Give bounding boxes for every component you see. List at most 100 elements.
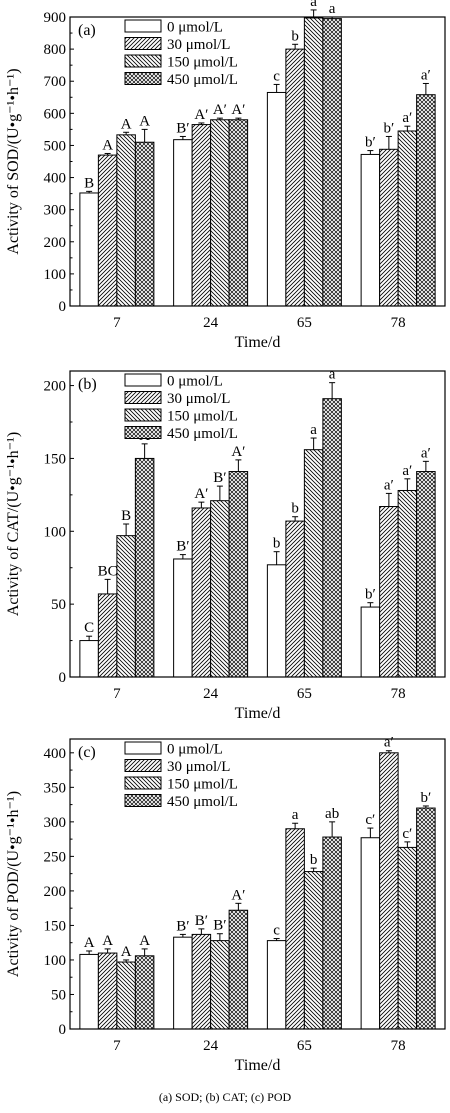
significance-label: A xyxy=(84,935,95,951)
significance-label: A′ xyxy=(231,444,245,460)
bar xyxy=(191,507,212,678)
legend-label: 150 μmol/L xyxy=(167,777,238,793)
y-tick-label: 200 xyxy=(44,235,67,251)
bar xyxy=(173,139,193,307)
y-tick-label: 200 xyxy=(44,379,67,395)
significance-label: a′ xyxy=(402,110,412,126)
bar xyxy=(79,953,99,1030)
bar xyxy=(97,154,118,307)
x-tick-label: 24 xyxy=(203,1038,219,1054)
significance-label: a′ xyxy=(421,445,431,461)
significance-label: A xyxy=(121,116,132,132)
bar xyxy=(134,955,155,1030)
bar xyxy=(210,940,230,1030)
bar xyxy=(134,141,155,307)
significance-label: b xyxy=(291,501,299,517)
significance-label: A′ xyxy=(213,102,227,118)
significance-label: B′ xyxy=(176,918,189,934)
significance-label: A xyxy=(121,944,132,960)
x-tick-label: 78 xyxy=(391,1038,406,1054)
y-tick-label: 250 xyxy=(44,849,67,865)
bar xyxy=(360,606,381,678)
legend-swatch xyxy=(124,391,162,404)
y-tick-label: 400 xyxy=(44,746,67,762)
significance-label: a′ xyxy=(384,477,394,493)
significance-label: A′ xyxy=(231,102,245,118)
legend-swatch xyxy=(124,19,162,33)
y-tick-label: 0 xyxy=(59,670,67,686)
x-axis-title: Time/d xyxy=(235,334,281,351)
bar xyxy=(266,564,287,678)
significance-label: b′ xyxy=(365,135,376,151)
y-axis-title: Activity of CAT/(U•g⁻¹•h⁻¹) xyxy=(5,432,22,616)
significance-label: a′ xyxy=(384,735,394,751)
bar xyxy=(285,48,305,307)
significance-label: A′ xyxy=(194,107,208,123)
bar xyxy=(228,909,249,1030)
bar xyxy=(397,846,418,1030)
significance-label: B′ xyxy=(213,470,226,486)
x-axis-title: Time/d xyxy=(235,705,281,722)
panel-label: (c) xyxy=(78,744,96,761)
figure-caption: (a) SOD; (b) CAT; (c) POD xyxy=(158,1090,292,1104)
bar xyxy=(379,752,399,1030)
x-axis-title: Time/d xyxy=(235,1057,281,1074)
significance-label: BC xyxy=(98,563,118,579)
x-tick-label: 7 xyxy=(113,686,121,702)
bar xyxy=(79,640,99,678)
y-tick-label: 500 xyxy=(44,138,67,154)
significance-label: A′ xyxy=(231,887,245,903)
significance-label: b xyxy=(273,536,281,552)
significance-label: A′ xyxy=(194,486,208,502)
y-tick-label: 700 xyxy=(44,74,67,90)
x-tick-label: 24 xyxy=(203,686,219,702)
significance-label: b xyxy=(291,28,299,44)
bar xyxy=(210,119,230,307)
legend-swatch xyxy=(124,72,162,85)
significance-label: B xyxy=(84,175,94,191)
legend-swatch xyxy=(124,776,162,790)
plot-frame xyxy=(69,738,446,1030)
significance-label: b′ xyxy=(365,587,376,603)
significance-label: b xyxy=(310,852,318,868)
bar xyxy=(97,952,118,1030)
x-tick-label: 65 xyxy=(297,1038,312,1054)
bar xyxy=(416,471,436,678)
bar xyxy=(116,134,136,307)
significance-label: c′ xyxy=(365,812,375,828)
x-tick-label: 78 xyxy=(391,686,406,702)
bar xyxy=(191,124,212,307)
legend-swatch xyxy=(124,408,162,422)
y-tick-label: 100 xyxy=(44,953,67,969)
legend-swatch xyxy=(124,426,162,439)
y-tick-label: 150 xyxy=(44,918,67,934)
bar xyxy=(97,593,118,678)
significance-label: b′ xyxy=(420,790,431,806)
legend-swatch xyxy=(124,373,162,387)
bar xyxy=(116,535,136,678)
chart-panel-2: 0501001502007CBCBA24B′A′B′A′65bbaa78b′a′… xyxy=(5,367,446,722)
bar xyxy=(397,489,418,678)
y-tick-label: 300 xyxy=(44,203,67,219)
y-tick-label: 400 xyxy=(44,171,67,187)
significance-label: B′ xyxy=(213,918,226,934)
bar xyxy=(79,192,99,307)
y-tick-label: 0 xyxy=(59,1022,67,1038)
significance-label: ab xyxy=(325,806,339,822)
significance-label: A xyxy=(102,933,113,949)
bar xyxy=(173,936,193,1030)
bar xyxy=(379,506,399,678)
bar xyxy=(360,837,381,1030)
bar xyxy=(191,933,212,1030)
y-tick-label: 600 xyxy=(44,106,67,122)
significance-label: B′ xyxy=(195,913,208,929)
significance-label: a′ xyxy=(402,463,412,479)
bar xyxy=(173,558,193,678)
legend-swatch xyxy=(124,794,162,807)
significance-label: a xyxy=(329,367,336,383)
significance-label: A xyxy=(139,933,150,949)
panel-label: (b) xyxy=(78,376,97,393)
significance-label: c xyxy=(273,68,280,84)
